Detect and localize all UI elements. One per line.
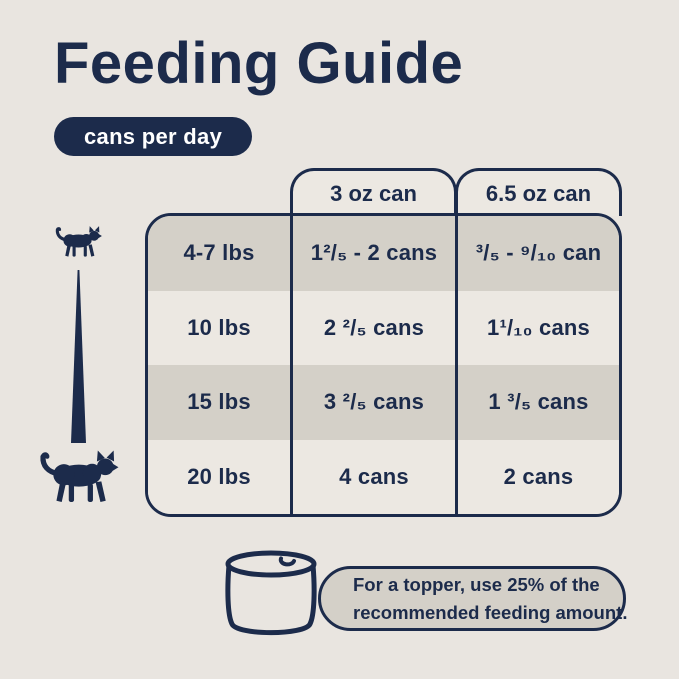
column-header-label: 3 oz can bbox=[330, 180, 417, 206]
small-cat-icon bbox=[55, 226, 102, 257]
weight-cell: 15 lbs bbox=[187, 389, 251, 415]
table-row: 15 lbs 3 ²/₅ cans 1 ³/₅ cans bbox=[148, 365, 619, 440]
weight-cell: 4-7 lbs bbox=[183, 240, 255, 266]
size-scale-pointer bbox=[71, 270, 86, 443]
cans-per-day-badge: cans per day bbox=[54, 117, 253, 156]
feeding-table-rows: 4-7 lbs 1²/₅ - 2 cans ³/₅ - ⁹/₁₀ can 10 … bbox=[148, 216, 619, 514]
badge-label: cans per day bbox=[84, 123, 223, 149]
table-row: 20 lbs 4 cans 2 cans bbox=[148, 439, 619, 514]
food-can-icon bbox=[225, 550, 317, 636]
cans-3oz-cell: 2 ²/₅ cans bbox=[323, 314, 425, 340]
topper-note: For a topper, use 25% of the recommended… bbox=[318, 566, 628, 631]
topper-note-line1: For a topper, use 25% of the bbox=[353, 573, 600, 595]
table-row: 4-7 lbs 1²/₅ - 2 cans ³/₅ - ⁹/₁₀ can bbox=[148, 216, 619, 291]
table-row: 10 lbs 2 ²/₅ cans 1¹/₁₀ cans bbox=[148, 290, 619, 365]
cans-6-5oz-cell: 1¹/₁₀ cans bbox=[487, 314, 590, 340]
column-header-label: 6.5 oz can bbox=[485, 180, 592, 206]
cans-6-5oz-cell: ³/₅ - ⁹/₁₀ can bbox=[475, 240, 602, 266]
large-cat-icon bbox=[40, 450, 119, 503]
cans-3oz-cell: 1²/₅ - 2 cans bbox=[310, 240, 438, 266]
weight-cell: 10 lbs bbox=[187, 314, 251, 340]
column-divider bbox=[290, 216, 293, 514]
weight-cell: 20 lbs bbox=[187, 463, 251, 489]
column-header-6-5oz-can: 6.5 oz can bbox=[455, 168, 622, 216]
cans-3oz-cell: 3 ²/₅ cans bbox=[323, 389, 425, 415]
topper-note-line2: recommended feeding amount. bbox=[353, 601, 628, 623]
cans-6-5oz-cell: 1 ³/₅ cans bbox=[488, 389, 589, 415]
feeding-table: 4-7 lbs 1²/₅ - 2 cans ³/₅ - ⁹/₁₀ can 10 … bbox=[145, 213, 622, 517]
column-header-3oz-can: 3 oz can bbox=[290, 168, 457, 216]
page-title: Feeding Guide bbox=[54, 31, 464, 96]
column-divider bbox=[455, 216, 458, 514]
cans-6-5oz-cell: 2 cans bbox=[503, 463, 574, 489]
cans-3oz-cell: 4 cans bbox=[339, 463, 409, 489]
